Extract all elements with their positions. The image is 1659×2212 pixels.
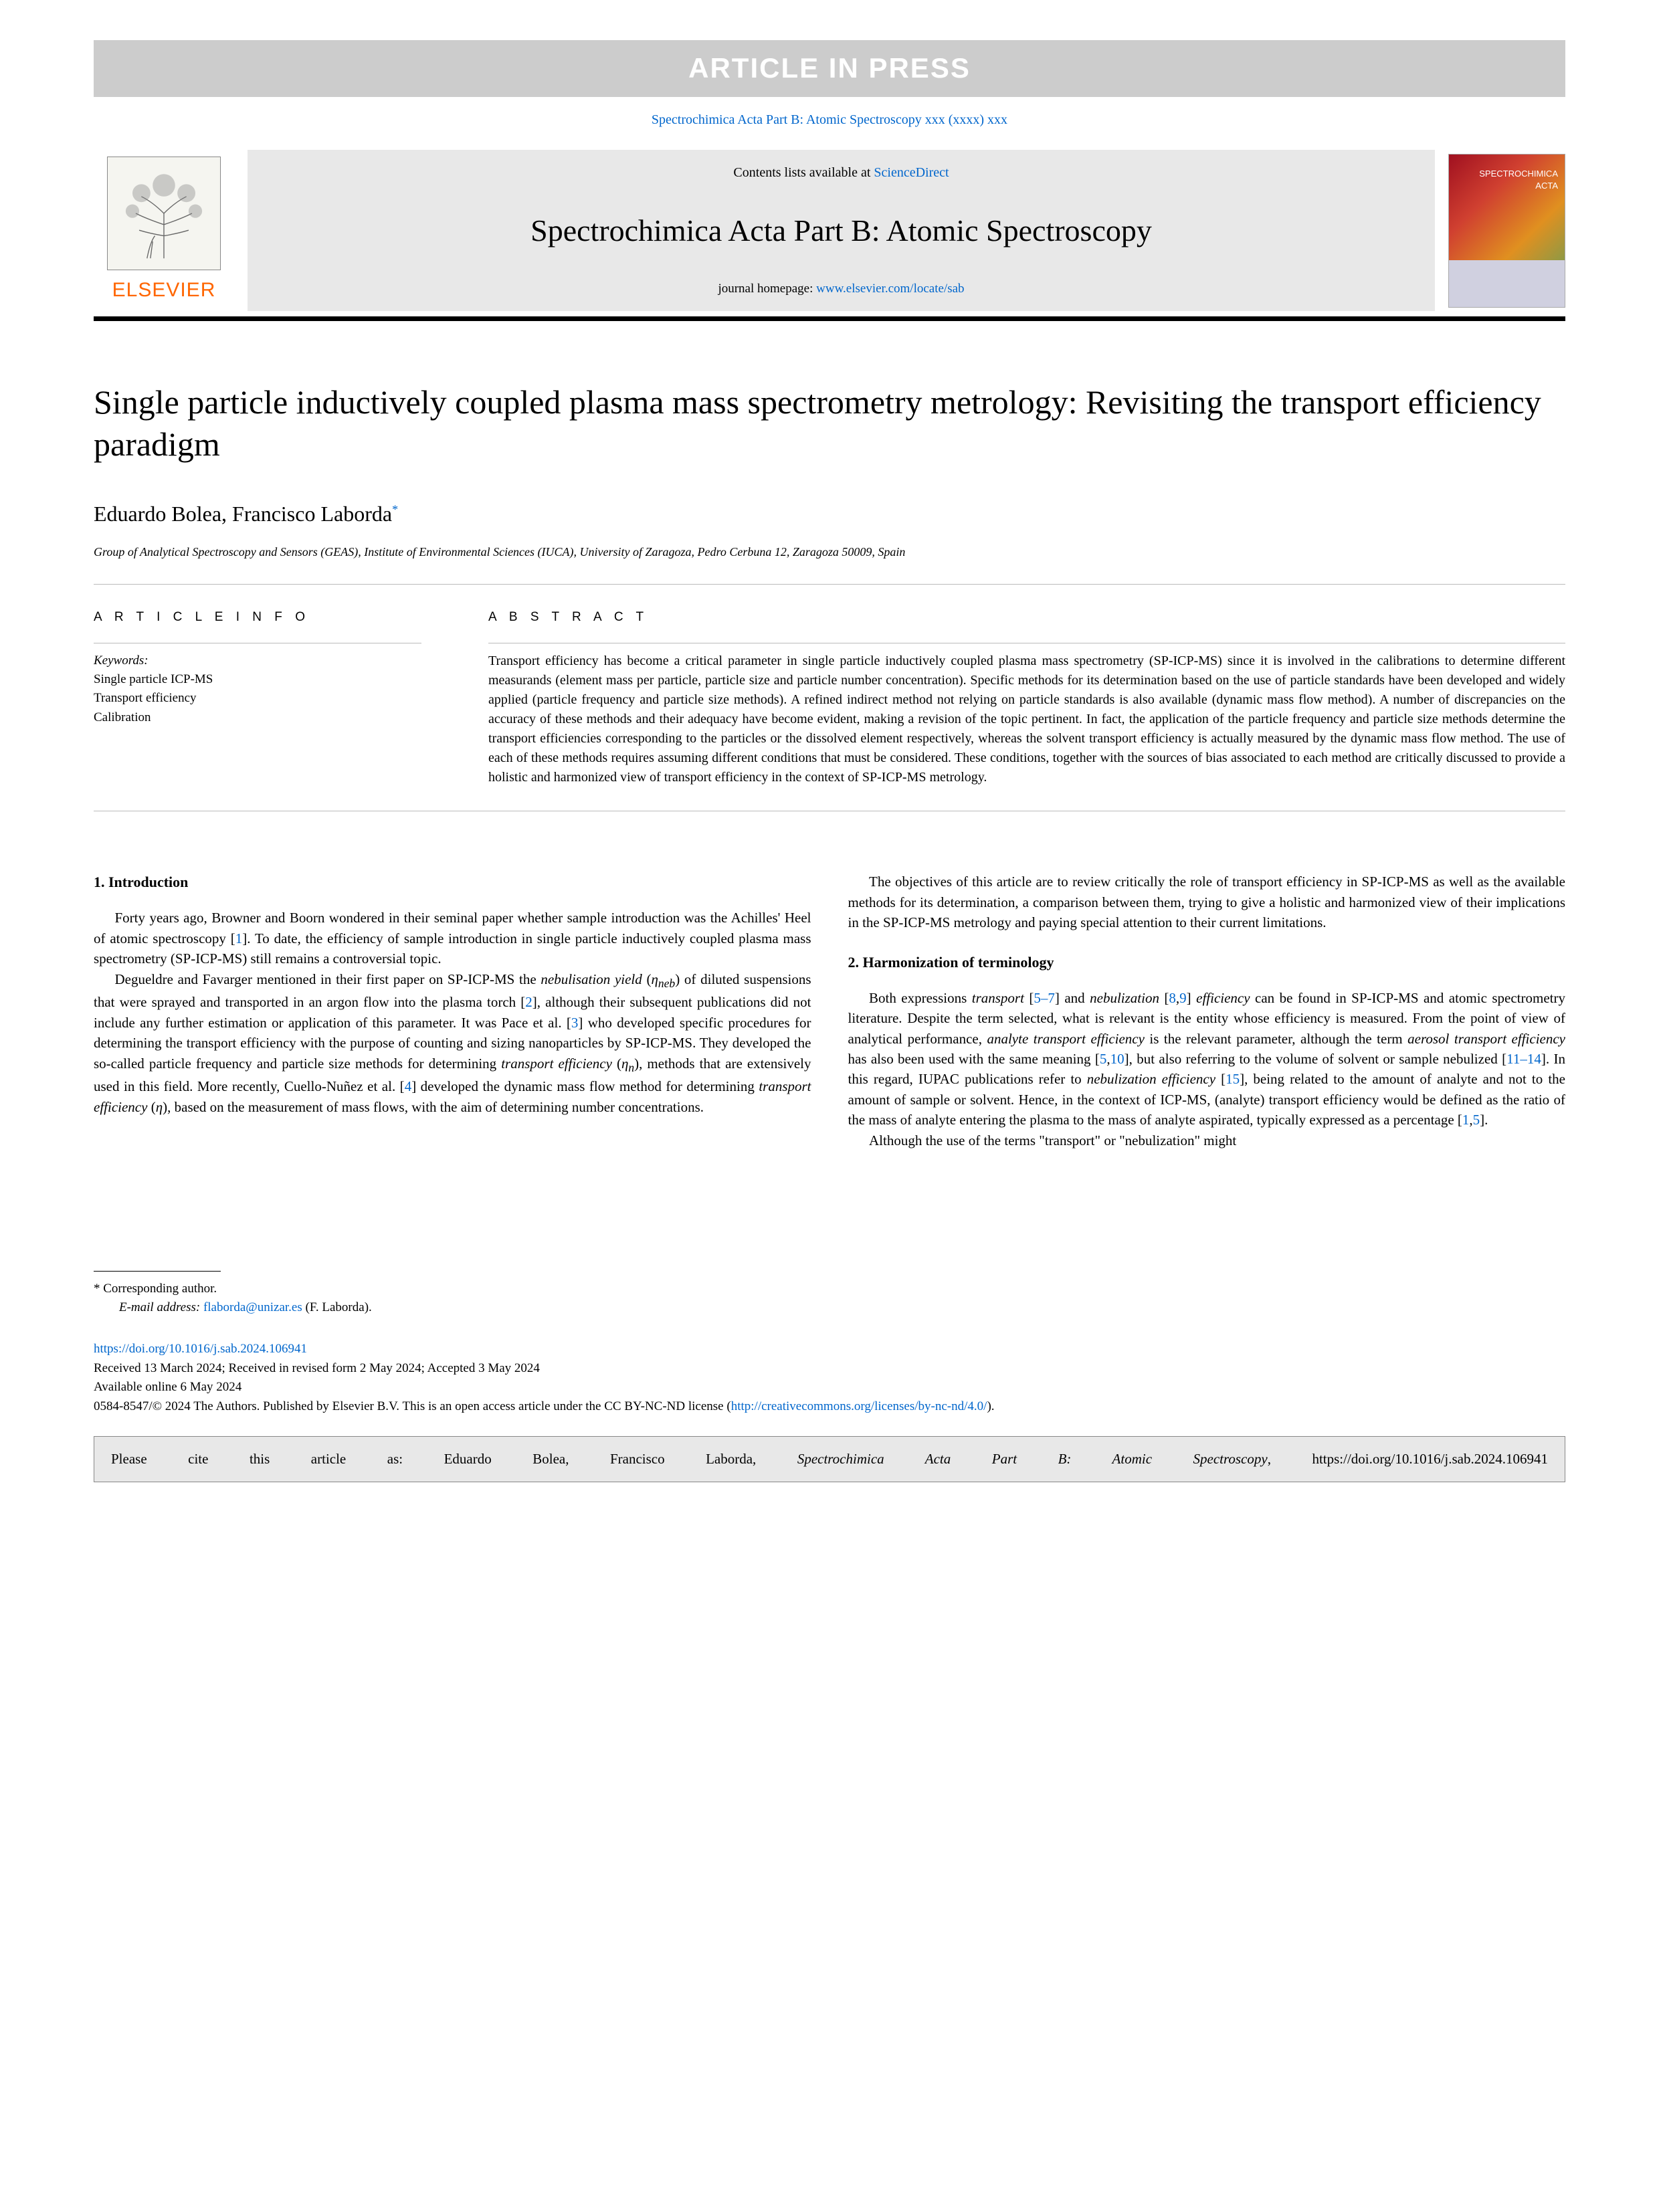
citation-header: Spectrochimica Acta Part B: Atomic Spect… [94,97,1565,150]
email-label: E-mail address: [119,1300,203,1314]
homepage-link[interactable]: www.elsevier.com/locate/sab [816,282,964,296]
copyright-2: ). [987,1399,994,1413]
cite-text-2: , https://doi.org/10.1016/j.sab.2024.106… [1268,1451,1548,1467]
author-1: Eduardo Bolea [94,502,221,526]
abstract-text: Transport efficiency has become a critic… [488,651,1565,787]
press-banner: ARTICLE IN PRESS [94,40,1565,97]
keywords-label: Keywords: [94,651,421,670]
article-info-heading: A R T I C L E I N F O [94,608,421,627]
cover-image: SPECTROCHIMICAACTA [1448,154,1565,308]
cite-box: Please cite this article as: Eduardo Bol… [94,1436,1565,1482]
section-1-heading: 1. Introduction [94,872,811,893]
journal-short: Spectrochimica Acta Part B: Atomic Spect… [652,112,922,127]
email-line: E-mail address: flaborda@unizar.es (F. L… [94,1298,1565,1317]
email-suffix: (F. Laborda). [302,1300,372,1314]
doi-link[interactable]: https://doi.org/10.1016/j.sab.2024.10694… [94,1342,307,1356]
cover-title-text: SPECTROCHIMICAACTA [1479,168,1558,193]
authors: Eduardo Bolea, Francisco Laborda* [94,498,1565,529]
received-line: Received 13 March 2024; Received in revi… [94,1359,1565,1379]
homepage-line: journal homepage: www.elsevier.com/locat… [718,280,964,298]
email-link[interactable]: flaborda@unizar.es [203,1300,302,1314]
keyword-3: Calibration [94,708,421,728]
s2-p2: Although the use of the terms "transport… [848,1130,1566,1150]
copyright-1: 0584-8547/© 2024 The Authors. Published … [94,1399,731,1413]
copyright-line: 0584-8547/© 2024 The Authors. Published … [94,1397,1565,1417]
homepage-prefix: journal homepage: [718,282,816,296]
ref-1[interactable]: 1 [235,930,243,946]
vol-info: xxx (xxxx) xxx [922,112,1007,127]
journal-header: ELSEVIER Contents lists available at Sci… [94,150,1565,312]
journal-name: Spectrochimica Acta Part B: Atomic Spect… [530,209,1152,254]
footer-block: https://doi.org/10.1016/j.sab.2024.10694… [94,1340,1565,1416]
journal-info-box: Contents lists available at ScienceDirec… [248,150,1435,312]
abstract-block: A B S T R A C T Transport efficiency has… [488,608,1565,788]
corresponding-note: * Corresponding author. [94,1280,1565,1298]
keyword-1: Single particle ICP-MS [94,670,421,690]
s1-p2: Degueldre and Favarger mentioned in thei… [94,969,811,1117]
available-line: Available online 6 May 2024 [94,1378,1565,1397]
author-2: Francisco Laborda [232,502,392,526]
footnote-rule [94,1271,221,1272]
journal-citation-link[interactable]: Spectrochimica Acta Part B: Atomic Spect… [652,112,1007,127]
section-2-heading: 2. Harmonization of terminology [848,952,1566,973]
elsevier-tree-icon [107,157,221,270]
footnotes: * Corresponding author. E-mail address: … [94,1280,1565,1316]
info-section: A R T I C L E I N F O Keywords: Single p… [94,585,1565,811]
article-title: Single particle inductively coupled plas… [94,381,1565,465]
cover-bottom-band [1449,260,1565,307]
elsevier-text: ELSEVIER [112,276,216,305]
cover-thumbnail: SPECTROCHIMICAACTA [1435,150,1565,312]
cite-text-1: Please cite this article as: Eduardo Bol… [111,1451,797,1467]
header-rule [94,316,1565,321]
s2-p1: Both expressions transport [5–7] and neb… [848,988,1566,1130]
keyword-2: Transport efficiency [94,689,421,708]
s1-p3: The objectives of this article are to re… [848,872,1566,932]
elsevier-logo: ELSEVIER [94,150,248,312]
cite-ital: Spectrochimica Acta Part B: Atomic Spect… [797,1451,1268,1467]
contents-prefix: Contents lists available at [733,165,874,180]
sciencedirect-link[interactable]: ScienceDirect [874,165,949,180]
author-sep: , [221,502,232,526]
s1-p1: Forty years ago, Browner and Boorn wonde… [94,908,811,969]
cc-link[interactable]: http://creativecommons.org/licenses/by-n… [731,1399,987,1413]
article-info-block: A R T I C L E I N F O Keywords: Single p… [94,608,421,788]
corresponding-mark: * [392,503,398,516]
body-text: 1. Introduction Forty years ago, Browner… [94,872,1565,1150]
affiliation: Group of Analytical Spectroscopy and Sen… [94,543,1565,561]
abstract-heading: A B S T R A C T [488,608,1565,627]
contents-line: Contents lists available at ScienceDirec… [733,163,949,183]
keywords-list: Single particle ICP-MS Transport efficie… [94,670,421,728]
